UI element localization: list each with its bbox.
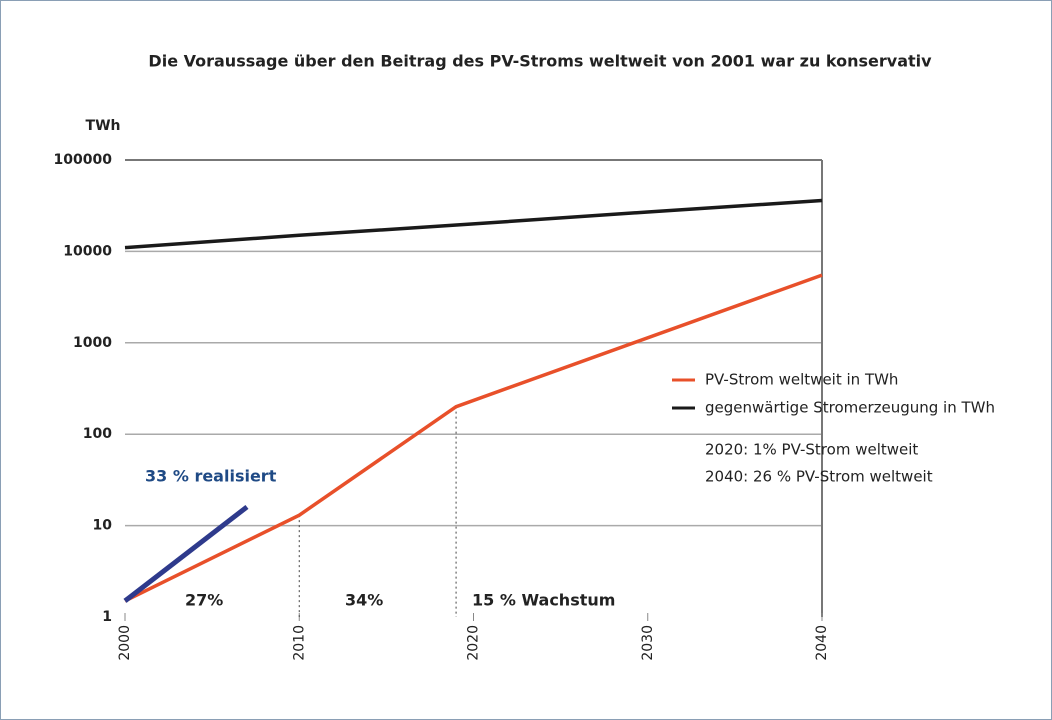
x-tick-label: 2040 [814,625,830,661]
x-tick-label: 2030 [640,625,656,661]
annotation: 15 % Wachstum [472,591,615,610]
chart-title: Die Voraussage über den Beitrag des PV-S… [148,52,932,71]
x-tick-label: 2010 [291,625,307,661]
y-tick-label: 10 [93,518,113,534]
y-tick-label: 100000 [54,152,113,168]
y-tick-label: 100 [83,426,112,442]
annotation: 2040: 26 % PV-Strom weltweit [705,468,933,486]
line-series [123,504,249,603]
legend-label: gegenwärtige Stromerzeugung in TWh [705,399,995,417]
annotation: 34% [345,591,383,610]
annotation: 2020: 1% PV-Strom weltweit [705,441,918,459]
annotation: 33 % realisiert [145,467,277,486]
line-series [124,273,823,603]
line-series [124,198,823,250]
y-axis-label: TWh [86,118,121,134]
y-tick-label: 10000 [63,243,112,259]
annotation: 27% [185,591,223,610]
legend-label: PV-Strom weltweit in TWh [705,371,898,389]
y-tick-label: 1000 [73,335,112,351]
y-tick-label: 1 [102,609,112,625]
x-tick-label: 2000 [117,625,133,661]
x-tick-label: 2020 [466,625,482,661]
